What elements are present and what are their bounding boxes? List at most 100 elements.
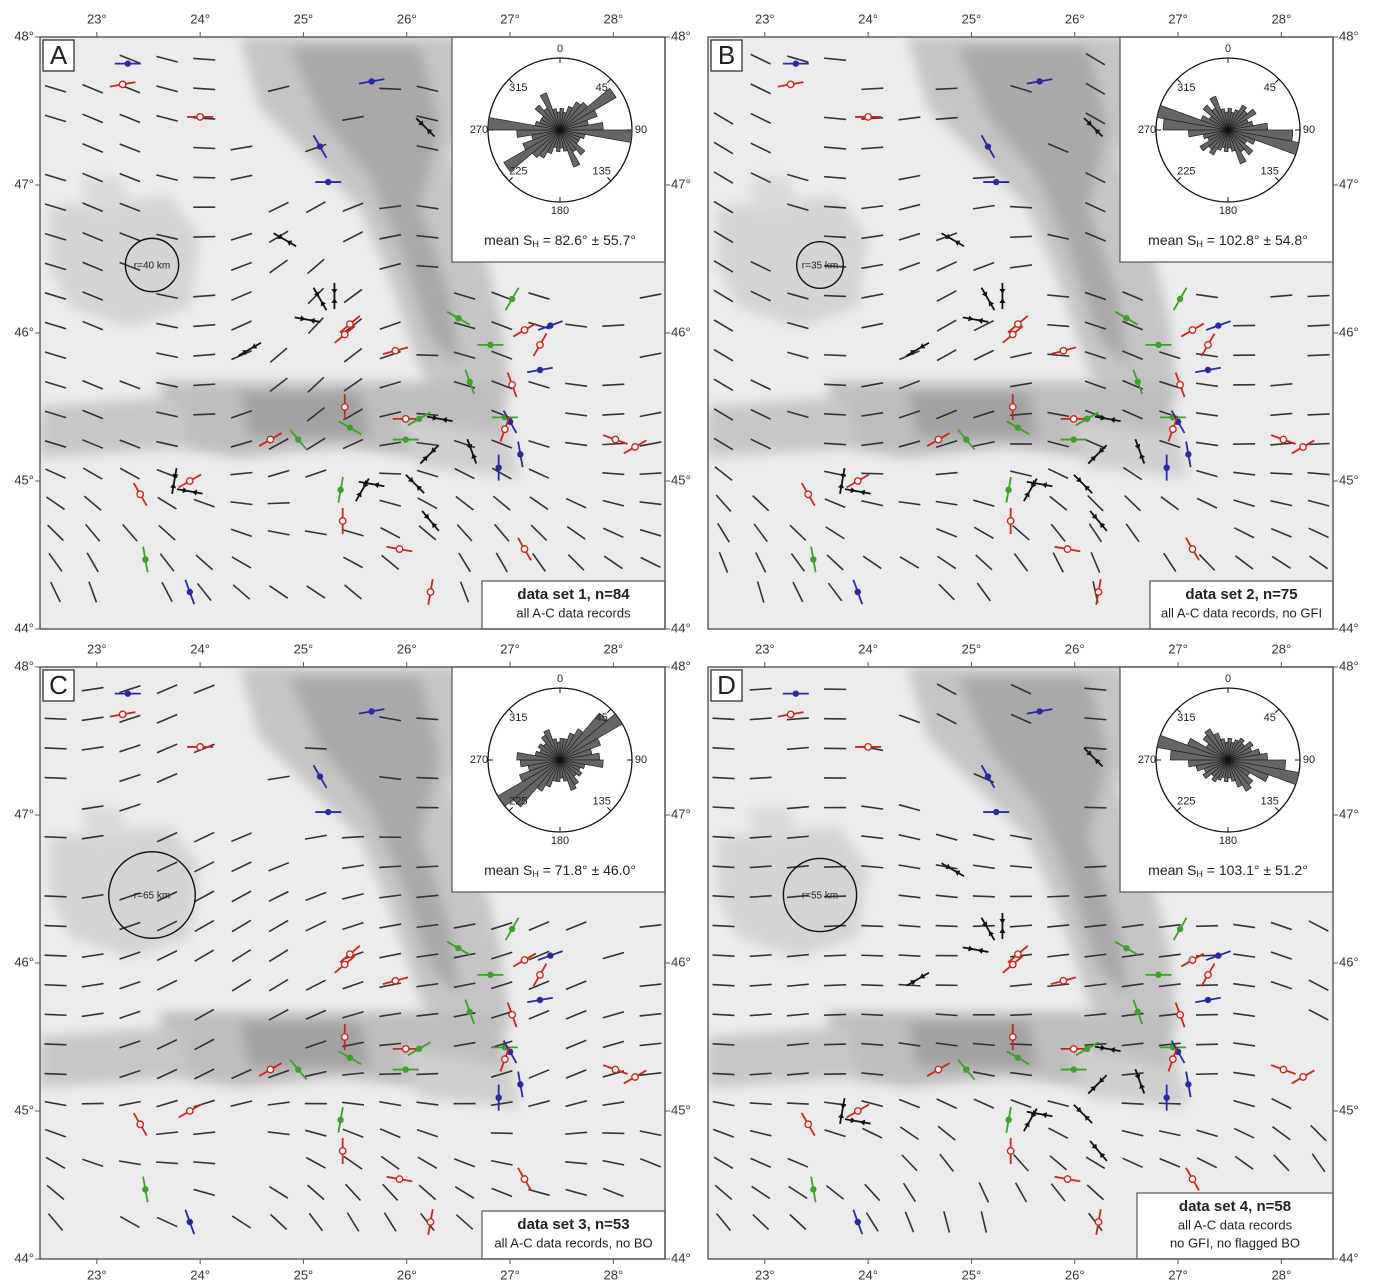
record-symbol <box>1010 961 1016 967</box>
rose-tick-label: 0 <box>557 43 563 55</box>
record-symbol <box>197 744 203 750</box>
lon-tick-label: 25° <box>962 11 982 26</box>
lat-tick-label: 44° <box>671 620 691 635</box>
lon-tick-label: 25° <box>962 1267 982 1282</box>
rose-tick-label: 135 <box>593 796 611 808</box>
lat-tick-label: 48° <box>671 658 691 673</box>
lat-tick-label: 45° <box>1339 1102 1359 1117</box>
record-symbol <box>1215 322 1221 328</box>
stress-field-bar <box>973 926 995 927</box>
record-symbol <box>547 952 553 958</box>
mean-value: = 71.8° ± 46.0° <box>539 862 636 878</box>
lon-tick-label: 27° <box>500 1267 520 1282</box>
record-symbol <box>935 1066 941 1072</box>
dataset-title: data set 4, n=58 <box>1179 1198 1291 1215</box>
record-symbol <box>1036 708 1042 714</box>
panel-letter: A <box>50 40 68 70</box>
stress-field-bar <box>861 985 883 986</box>
lat-tick-label: 45° <box>1339 472 1359 487</box>
record-symbol <box>342 961 348 967</box>
lat-tick-label: 47° <box>14 176 34 191</box>
record-symbol <box>1007 1148 1013 1154</box>
record-symbol <box>502 1056 508 1062</box>
record-symbol <box>339 1148 345 1154</box>
stress-field-bar <box>1047 896 1069 897</box>
lat-tick-label: 45° <box>671 1102 691 1117</box>
lat-tick-label: 47° <box>671 176 691 191</box>
record-symbol <box>142 1186 148 1192</box>
record-symbol <box>537 972 543 978</box>
record-symbol <box>1036 78 1042 84</box>
record-symbol <box>347 321 353 327</box>
record-symbol <box>1163 464 1169 470</box>
record-symbol <box>1205 997 1211 1003</box>
rose-tick-label: 225 <box>1177 796 1195 808</box>
lon-tick-label: 24° <box>190 641 210 656</box>
stress-field-bar <box>45 896 67 897</box>
record-symbol <box>1084 416 1090 422</box>
record-symbol <box>855 1219 861 1225</box>
rose-tick-label: 270 <box>1138 124 1156 136</box>
record-symbol <box>1177 296 1183 302</box>
record-symbol <box>187 1108 193 1114</box>
rose-tick-label: 270 <box>470 124 488 136</box>
lon-tick-label: 27° <box>1168 1267 1188 1282</box>
stress-field-bar <box>1308 355 1330 356</box>
stress-field-bar <box>824 296 846 297</box>
rose-tick-label: 90 <box>635 124 647 136</box>
dataset-description: no GFI, no flagged BO <box>1170 1235 1300 1250</box>
record-symbol <box>963 1066 969 1072</box>
record-symbol <box>1170 426 1176 432</box>
record-symbol <box>396 1176 402 1182</box>
stress-field-bar <box>824 1044 846 1045</box>
record-symbol <box>455 945 461 951</box>
lat-tick-label: 46° <box>1339 324 1359 339</box>
rose-tick-label: 0 <box>1225 43 1231 55</box>
lon-tick-label: 24° <box>858 1267 878 1282</box>
record-symbol <box>467 379 473 385</box>
stress-field-bar <box>305 748 327 749</box>
rose-tick-label: 315 <box>1177 82 1195 94</box>
mean-value: = 103.1° ± 51.2° <box>1203 862 1308 878</box>
record-symbol <box>137 491 143 497</box>
record-symbol <box>1205 342 1211 348</box>
record-symbol <box>1177 1012 1183 1018</box>
record-symbol <box>1060 348 1066 354</box>
dataset-title: data set 2, n=75 <box>1185 586 1297 603</box>
record-symbol <box>295 436 301 442</box>
record-symbol <box>810 556 816 562</box>
record-symbol <box>325 809 331 815</box>
lat-tick-label: 45° <box>14 1102 34 1117</box>
stress-field-bar <box>45 955 67 956</box>
mean-prefix: mean S <box>1148 862 1196 878</box>
mean-prefix: mean S <box>1148 232 1196 248</box>
figure: r=40 km04590135180225270315mean SH = 82.… <box>0 0 1384 1287</box>
rose-tick-label: 180 <box>1219 835 1237 847</box>
stress-field-bar <box>45 985 67 986</box>
lat-tick-label: 48° <box>14 28 34 43</box>
rose-tick-label: 0 <box>1225 673 1231 685</box>
rose-tick-label: 90 <box>635 754 647 766</box>
record-symbol <box>1010 404 1016 410</box>
rose-center <box>557 127 563 133</box>
rose-tick-label: 180 <box>1219 205 1237 217</box>
dataset-description: all A-C data records, no BO <box>494 1235 652 1250</box>
stress-field-bar <box>861 473 883 474</box>
record-symbol <box>1010 331 1016 337</box>
rose-tick-label: 315 <box>1177 712 1195 724</box>
record-symbol <box>337 1117 343 1123</box>
lat-tick-label: 45° <box>14 472 34 487</box>
stress-field-bar <box>936 926 958 927</box>
lat-tick-label: 46° <box>14 954 34 969</box>
record-symbol <box>427 1219 433 1225</box>
panel-letter: D <box>717 670 736 700</box>
stress-field-bar <box>1196 926 1218 927</box>
record-symbol <box>1189 1176 1195 1182</box>
stress-field-bar <box>45 926 67 927</box>
record-symbol <box>1015 951 1021 957</box>
record-symbol <box>342 404 348 410</box>
stress-field-bar <box>193 148 215 149</box>
stress-field-bar <box>824 1014 846 1015</box>
stress-field-bar <box>416 355 438 356</box>
dataset-description: all A-C data records <box>1178 1217 1293 1232</box>
